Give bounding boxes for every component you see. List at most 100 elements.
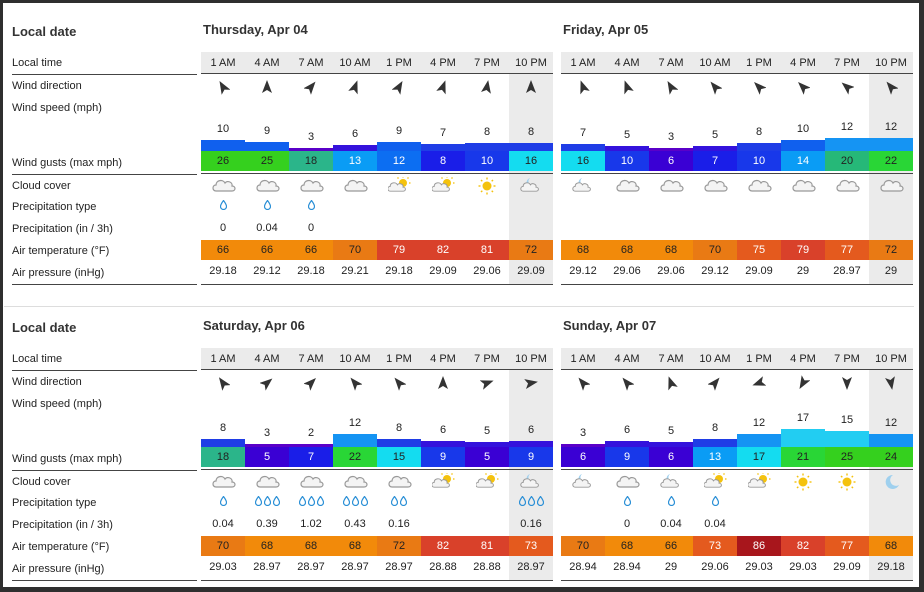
wind-gust-cell: 9 [605,447,649,467]
hour-label: 7 AM [298,353,324,365]
wind-gust-cell: 9 [421,447,465,467]
raindrop-icon [737,200,781,218]
wind-gust-cell: 8 [421,151,465,171]
partsun-icon [421,472,465,492]
air-temperature-cell: 73 [693,536,737,556]
forecast-block: Local date Local time Wind direction Wind s… [4,310,914,590]
cloud-icon [333,176,377,196]
label-cloud-cover: Cloud cover [12,180,71,192]
label-precip: Precipitation (in / 3h) [12,223,113,235]
air-temperature-cell: 68 [869,536,913,556]
cloud-icon [605,176,649,196]
raindrop-icon [289,200,333,218]
air-temperature-cell: 77 [825,240,869,260]
wind-speed-bar [245,444,289,447]
gust-row-line [561,173,913,174]
wind-direction-arrow-icon [509,372,553,394]
wind-direction-arrow-icon [561,76,605,98]
hour-label: 10 AM [699,353,731,365]
air-temperature-cell: 70 [201,536,245,556]
precipitation-value: 1.02 [300,518,322,530]
cloud-icon [245,176,289,196]
precipitation-value: 0.04 [212,518,234,530]
wind-speed-value: 15 [840,414,854,426]
cloud-icon [201,472,245,492]
sun-icon [781,472,825,492]
cloud-icon [781,176,825,196]
air-pressure-value: 29.12 [701,265,729,277]
air-temperature-cell: 72 [377,536,421,556]
hour-label: 4 AM [614,57,640,69]
label-wind-direction: Wind direction [12,80,82,92]
label-wind-direction: Wind direction [12,376,82,388]
wind-gust-cell: 6 [649,447,693,467]
air-pressure-value: 29.18 [385,265,413,277]
hour-label: 4 AM [614,353,640,365]
wind-speed-value: 10 [796,123,810,135]
label-air-pressure: Air pressure (inHg) [12,267,197,285]
hour-row: 1 AM 4 AM 7 AM 10 AM 1 PM 4 PM 7 PM 10 PM [561,348,913,370]
partsun-icon [693,472,737,492]
air-temperature-cell: 66 [201,240,245,260]
air-temperature-cell: 68 [605,536,649,556]
wind-speed-value: 8 [395,422,403,434]
air-pressure-value: 29.18 [297,265,325,277]
wind-speed-value: 7 [439,127,447,139]
label-cloud-cover: Cloud cover [12,476,71,488]
air-pressure-value: 29.03 [209,561,237,573]
raindrop-icon [421,496,465,514]
raindrop-icon [605,496,649,514]
precipitation-value: 0.16 [388,518,410,530]
wind-speed-bar [245,142,289,151]
wind-speed-value: 17 [796,412,810,424]
raindrop-icon [289,496,333,514]
wind-direction-arrow-icon [465,372,509,394]
wind-gust-cell: 17 [737,447,781,467]
wind-speed-value: 8 [527,126,535,138]
wind-speed-value: 12 [752,417,766,429]
wind-gust-cell: 20 [825,151,869,171]
wind-gust-cell: 10 [605,151,649,171]
wind-speed-value: 12 [884,121,898,133]
air-pressure-value: 28.94 [569,561,597,573]
wind-gust-cell: 14 [781,151,825,171]
wind-direction-arrow-icon [377,76,421,98]
cloud-icon [693,176,737,196]
wind-speed-bar [781,429,825,447]
wind-gust-cell: 13 [693,447,737,467]
day-title: Thursday, Apr 04 [203,22,308,37]
air-temperature-cell: 68 [245,536,289,556]
wind-direction-arrow-icon [649,76,693,98]
hour-label: 4 PM [790,57,816,69]
hour-label: 10 PM [515,353,547,365]
wind-gust-cell: 22 [869,151,913,171]
wind-speed-bar [561,444,605,447]
wind-speed-value: 9 [395,125,403,137]
hour-label: 7 PM [834,57,860,69]
label-precip: Precipitation (in / 3h) [12,519,113,531]
label-wind-speed: Wind speed (mph) [12,102,102,114]
raindrop-icon [693,200,737,218]
wind-gust-cell: 24 [869,447,913,467]
day-column: Saturday, Apr 06 1 AM 4 AM 7 AM 10 AM 1 PM 4 P… [201,310,553,590]
raindrop-icon [605,200,649,218]
air-temperature-cell: 72 [509,240,553,260]
raindrop-icon [561,200,605,218]
wind-speed-value: 9 [263,125,271,137]
wind-speed-value: 5 [623,129,631,141]
wind-speed-bar [333,434,377,447]
air-pressure-value: 28.88 [429,561,457,573]
wind-gust-cell: 10 [737,151,781,171]
partmoon-icon [649,472,693,492]
wind-speed-bar [737,143,781,151]
pressure-row-line [561,580,913,581]
raindrop-icon [377,496,421,514]
hour-label: 1 PM [746,57,772,69]
air-temperature-cell: 86 [737,536,781,556]
cloud-icon [649,176,693,196]
wind-gust-cell: 6 [561,447,605,467]
pressure-row-line [201,284,553,285]
air-temperature-cell: 66 [649,536,693,556]
air-pressure-value: 29.06 [613,265,641,277]
wind-speed-value: 8 [483,126,491,138]
